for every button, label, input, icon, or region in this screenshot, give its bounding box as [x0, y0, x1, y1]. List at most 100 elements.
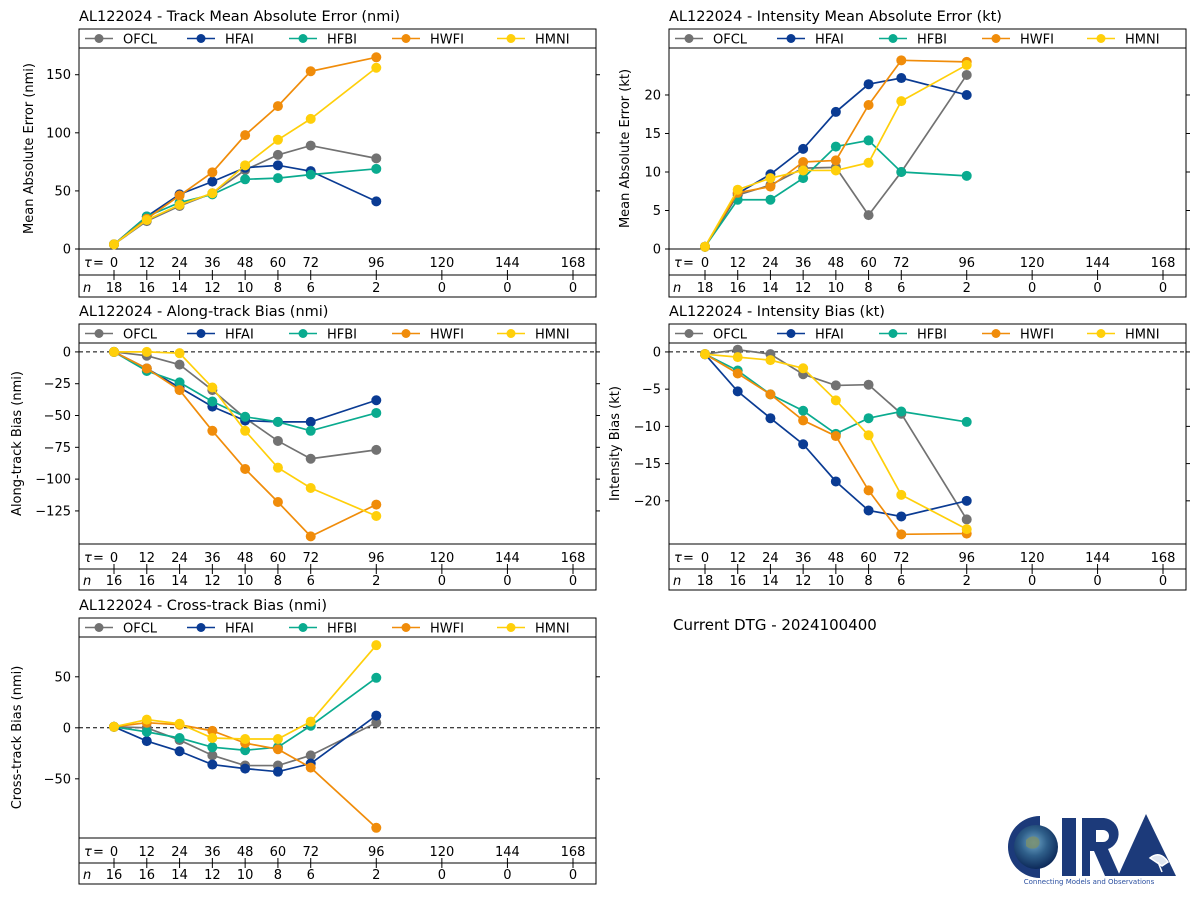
legend-item-hfai: HFAI — [187, 622, 254, 637]
x-tick-label: 24 — [171, 256, 188, 271]
x-tick-label: 12 — [139, 551, 156, 566]
chart-along-track-bias: AL122024 - Along-track Bias (nmi) 0 −25 −50… — [10, 304, 600, 591]
data-point — [798, 143, 809, 154]
x-tick-label: 24 — [762, 551, 779, 566]
data-point — [305, 425, 316, 436]
n-count-label: 0 — [1159, 281, 1167, 296]
data-point — [830, 380, 841, 391]
legend-item-hwfi: HWFI — [392, 622, 464, 637]
n-count-label: 14 — [762, 281, 779, 296]
n-count-label: 0 — [1159, 574, 1167, 589]
data-point — [371, 640, 382, 651]
chart-intensity-mae: AL122024 - Intensity Mean Absolute Error… — [618, 9, 1190, 298]
legend-label: OFCL — [713, 328, 748, 343]
data-point — [174, 718, 185, 729]
legend-item-hmni: HMNI — [497, 33, 570, 48]
x-tick-label: 60 — [860, 551, 877, 566]
data-point — [272, 435, 283, 446]
data-point — [961, 89, 972, 100]
data-point — [830, 431, 841, 442]
x-tick-label: 0 — [110, 551, 118, 566]
x-tick-label: 96 — [368, 256, 385, 271]
n-count-label: 16 — [729, 574, 746, 589]
n-count-label: 16 — [106, 574, 123, 589]
data-point — [830, 476, 841, 487]
data-point — [207, 725, 218, 736]
legend-marker-swatch — [888, 34, 898, 43]
legend-marker-swatch — [506, 329, 516, 338]
data-point — [830, 141, 841, 152]
data-point — [732, 352, 743, 363]
x-tick-label: 96 — [368, 551, 385, 566]
y-tick-label: −5 — [642, 383, 661, 398]
data-point — [207, 742, 218, 753]
n-count-label: 16 — [139, 868, 156, 883]
legend-marker-swatch — [786, 34, 796, 43]
n-count-label: 2 — [372, 574, 380, 589]
series-ofcl — [109, 140, 382, 250]
n-count-label: 18 — [697, 281, 714, 296]
n-count-label: 0 — [503, 281, 511, 296]
tau-equals-sign: = — [683, 256, 694, 271]
data-point — [272, 744, 283, 755]
data-point — [305, 716, 316, 727]
legend-marker-swatch — [94, 329, 104, 338]
y-tick-label: −75 — [44, 441, 71, 456]
data-point — [371, 822, 382, 833]
series-line — [114, 351, 377, 517]
data-point — [207, 733, 218, 744]
data-point — [305, 66, 316, 77]
legend-label: OFCL — [123, 328, 158, 343]
data-point — [961, 170, 972, 181]
legend-item-hfai: HFAI — [187, 328, 254, 343]
chart-frame — [668, 28, 1187, 298]
x-tick-label: 48 — [828, 551, 845, 566]
data-point — [305, 169, 316, 180]
chart-title: AL122024 - Intensity Bias (kt) — [669, 304, 885, 320]
series-line — [704, 353, 967, 435]
y-tick-label: 5 — [653, 204, 661, 219]
data-point — [174, 746, 185, 757]
data-point — [863, 135, 874, 146]
tau-equals-sign: = — [93, 551, 104, 566]
y-tick-label: −50 — [44, 409, 71, 424]
x-tick-label: 60 — [270, 256, 287, 271]
series-line — [704, 59, 967, 248]
series-line — [113, 351, 377, 423]
data-point — [961, 495, 972, 506]
n-count-label: 16 — [139, 574, 156, 589]
y-tick-label: 50 — [54, 184, 71, 199]
series-hmni — [109, 640, 382, 745]
data-point — [305, 750, 316, 761]
data-point — [272, 149, 283, 160]
legend-item-hfai: HFAI — [777, 328, 844, 343]
data-point — [305, 416, 316, 427]
tau-equals-sign: = — [93, 845, 104, 860]
data-point — [305, 113, 316, 124]
data-point — [798, 363, 809, 374]
legend-label: HMNI — [535, 33, 570, 48]
data-point — [371, 672, 382, 683]
x-tick-label: 96 — [958, 256, 975, 271]
data-point — [305, 762, 316, 773]
tau-row-label: τ — [84, 256, 92, 271]
legend-label: HMNI — [535, 622, 570, 637]
legend-label: OFCL — [713, 33, 748, 48]
y-tick-label: 0 — [653, 243, 661, 258]
n-count-label: 14 — [171, 281, 188, 296]
n-count-label: 0 — [569, 574, 577, 589]
data-point — [207, 425, 218, 436]
legend-item-hfbi: HFBI — [879, 33, 947, 48]
series-line — [704, 353, 968, 530]
n-count-label: 8 — [274, 574, 282, 589]
n-count-label: 12 — [795, 574, 812, 589]
logo-letter-a — [1118, 814, 1176, 876]
n-count-label: 0 — [569, 281, 577, 296]
data-point — [798, 439, 809, 450]
data-point — [174, 348, 185, 359]
data-point — [798, 165, 809, 176]
x-tick-label: 36 — [204, 845, 221, 860]
data-point — [896, 529, 907, 540]
series-line — [113, 67, 377, 246]
data-point — [272, 416, 283, 427]
